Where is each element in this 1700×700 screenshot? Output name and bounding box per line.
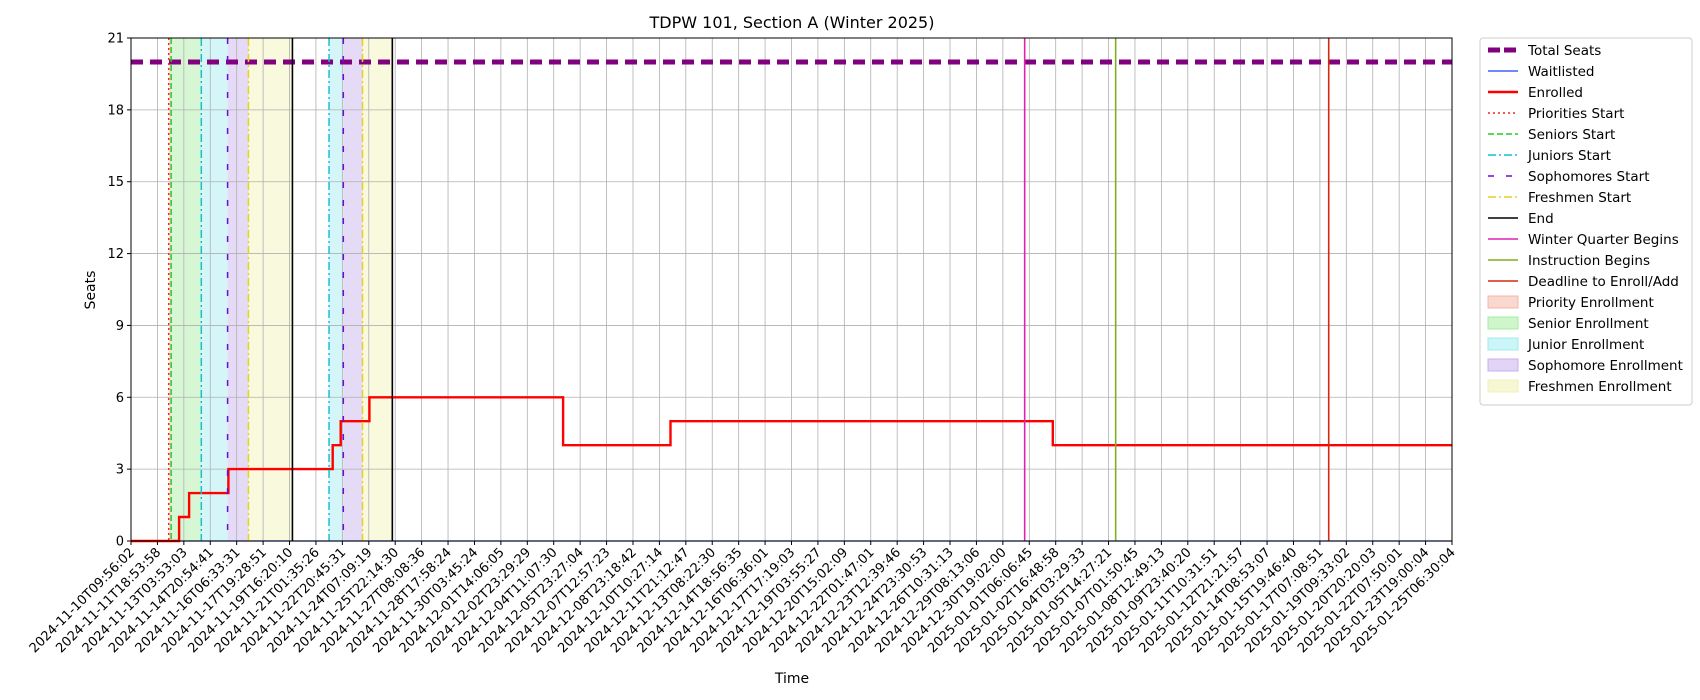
legend-label-12: Priority Enrollment [1528, 295, 1654, 311]
y-axis-title: Seats [83, 271, 99, 310]
y-tick-label: 6 [116, 391, 124, 406]
legend-label-4: Seniors Start [1528, 127, 1615, 143]
legend-swatch-15 [1487, 358, 1519, 372]
y-tick-label: 0 [116, 535, 124, 550]
legend-swatch-16 [1487, 379, 1519, 393]
legend-label-10: Instruction Begins [1528, 253, 1650, 269]
enrollment-periods [168, 38, 393, 541]
period-band-4-0 [248, 38, 293, 541]
x-axis: 2024-11-10T09:56:022024-11-11T18:53:5820… [27, 541, 1459, 656]
period-band-2-0 [201, 38, 228, 541]
y-tick-label: 18 [107, 103, 124, 118]
legend-label-16: Freshmen Enrollment [1528, 379, 1672, 395]
period-band-2-1 [329, 38, 344, 541]
x-axis-title: Time [774, 671, 809, 687]
chart-title: TDPW 101, Section A (Winter 2025) [649, 13, 935, 32]
legend-label-0: Total Seats [1527, 43, 1601, 59]
legend-label-11: Deadline to Enroll/Add [1528, 274, 1679, 290]
legend-label-7: Freshmen Start [1528, 190, 1631, 206]
legend: Total Seats Waitlisted Enrolled Priorities … [1479, 37, 1693, 406]
y-tick-label: 3 [116, 463, 124, 478]
legend-box [1479, 37, 1693, 406]
event-markers [167, 38, 1330, 541]
period-band-0-0 [168, 38, 172, 541]
y-tick-label: 21 [107, 32, 124, 47]
legend-swatch-13 [1487, 316, 1519, 330]
legend-label-14: Junior Enrollment [1527, 337, 1644, 353]
legend-label-2: Enrolled [1528, 85, 1583, 101]
legend-label-8: End [1528, 211, 1554, 227]
y-tick-label: 15 [107, 175, 124, 190]
period-band-3-1 [343, 38, 363, 541]
legend-label-15: Sophomore Enrollment [1528, 358, 1683, 374]
legend-label-3: Priorities Start [1528, 106, 1624, 122]
period-band-3-0 [227, 38, 249, 541]
grid-lines [130, 37, 1453, 542]
legend-label-6: Sophomores Start [1528, 169, 1650, 185]
legend-label-5: Juniors Start [1527, 148, 1611, 164]
y-tick-label: 12 [107, 247, 124, 262]
legend-swatch-14 [1487, 337, 1519, 351]
series-line-2 [131, 396, 1452, 543]
y-tick-label: 9 [116, 319, 124, 334]
legend-label-9: Winter Quarter Begins [1528, 232, 1679, 248]
legend-label-13: Senior Enrollment [1528, 316, 1649, 332]
y-axis: 0 3 6 9 12 15 18 21 [107, 32, 131, 550]
period-band-1-0 [171, 38, 202, 541]
period-band-4-1 [362, 38, 393, 541]
legend-swatch-12 [1487, 295, 1519, 309]
legend-label-1: Waitlisted [1528, 64, 1595, 80]
